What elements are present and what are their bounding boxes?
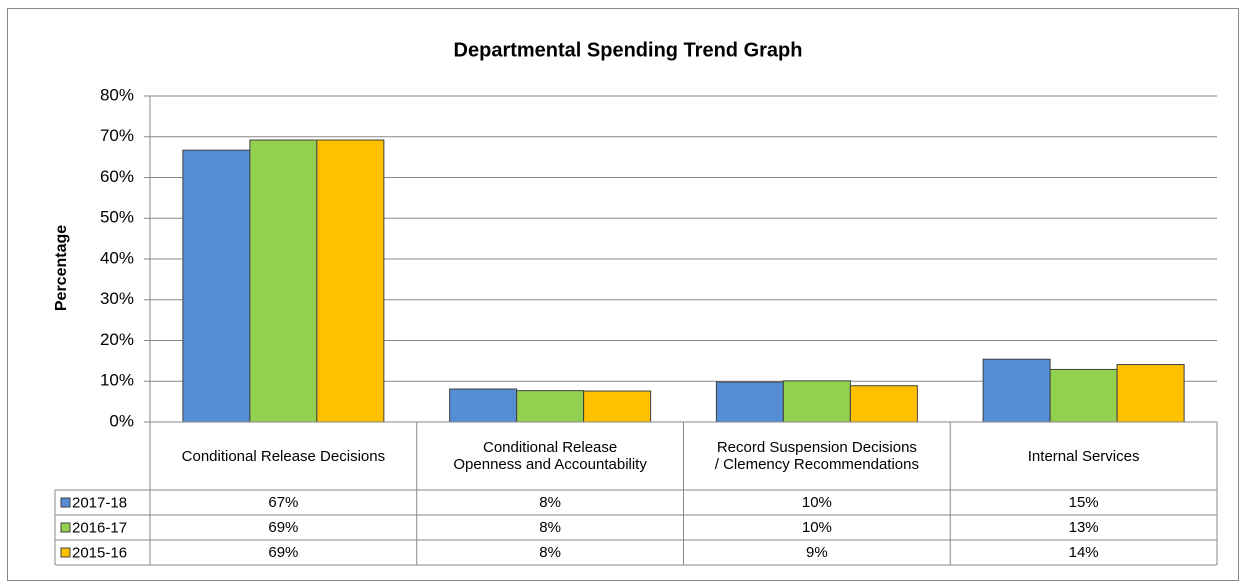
bar	[982, 358, 1051, 423]
table-value: 15%	[1068, 494, 1099, 511]
chart-title: Departmental Spending Trend Graph	[454, 39, 803, 61]
y-tick-label: 0%	[109, 411, 134, 430]
bar	[182, 149, 251, 423]
y-tick-label: 60%	[100, 167, 134, 186]
table-value: 9%	[806, 544, 828, 561]
legend-swatch	[60, 547, 71, 558]
y-tick-label: 80%	[100, 85, 134, 104]
table-value: 8%	[539, 494, 561, 511]
legend-swatch	[60, 522, 71, 533]
y-axis-label: Percentage	[53, 225, 70, 311]
table-value: 8%	[539, 519, 561, 536]
table-value: 10%	[801, 519, 832, 536]
bar	[449, 388, 518, 423]
category-label: Internal Services	[1027, 447, 1140, 465]
bar	[516, 390, 585, 423]
bar	[583, 390, 652, 423]
y-tick-label: 50%	[100, 208, 134, 227]
bar	[849, 385, 918, 423]
legend-swatch	[60, 497, 71, 508]
table-value: 69%	[268, 544, 299, 561]
bar	[316, 139, 385, 423]
legend-label: 2015-16	[72, 544, 127, 561]
bar	[715, 381, 784, 423]
bar	[1116, 364, 1185, 423]
bar	[1049, 368, 1118, 423]
category-label: Record Suspension Decisions / Clemency R…	[714, 439, 919, 473]
y-tick-label: 10%	[100, 371, 134, 390]
table-value: 8%	[539, 544, 561, 561]
legend-label: 2016-17	[72, 519, 127, 536]
table-value: 14%	[1068, 544, 1099, 561]
table-value: 69%	[268, 519, 299, 536]
y-tick-label: 30%	[100, 289, 134, 308]
category-label: Conditional Release Decisions	[181, 447, 386, 465]
y-tick-label: 20%	[100, 330, 134, 349]
table-value: 10%	[801, 494, 832, 511]
y-tick-label: 70%	[100, 126, 134, 145]
bar	[249, 139, 318, 423]
legend-label: 2017-18	[72, 494, 127, 511]
table-value: 13%	[1068, 519, 1099, 536]
table-value: 67%	[268, 494, 299, 511]
bar	[782, 380, 851, 423]
y-tick-label: 40%	[100, 248, 134, 267]
category-label: Conditional Release Openness and Account…	[453, 439, 647, 473]
